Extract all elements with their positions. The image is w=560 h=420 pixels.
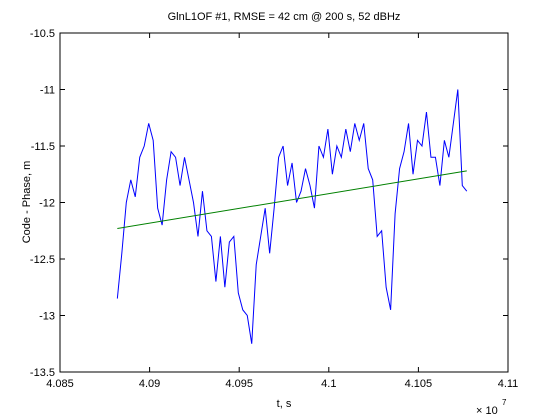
x-tick-label: 4.085	[46, 378, 74, 390]
y-tick-label: -12.5	[30, 254, 55, 266]
x-tick-label: 4.105	[405, 378, 433, 390]
x-axis-label: t, s	[277, 398, 292, 410]
data-line	[117, 170, 467, 229]
x-tick-label: 4.095	[225, 378, 253, 390]
y-axis-label: Code - Phase, m	[21, 161, 33, 244]
y-tick-label: -13.5	[30, 367, 55, 379]
x-tick-label: 4.1	[321, 378, 336, 390]
y-tick-label: -11	[40, 85, 55, 97]
x-exponent: 7	[502, 398, 507, 407]
x-tick-label: 4.11	[498, 378, 519, 390]
x-tick-label: 4.09	[139, 378, 160, 390]
data-line	[116, 89, 468, 344]
x-multiplier: × 10	[476, 405, 498, 417]
y-tick-label: -13	[39, 311, 55, 323]
y-tick-label: -10.5	[30, 28, 55, 40]
y-tick-label: -12	[39, 198, 55, 210]
chart-title: GlnL1OF #1, RMSE = 42 cm @ 200 s, 52 dBH…	[168, 11, 401, 23]
plot-area	[59, 32, 509, 373]
y-tick-label: -11.5	[31, 141, 55, 153]
